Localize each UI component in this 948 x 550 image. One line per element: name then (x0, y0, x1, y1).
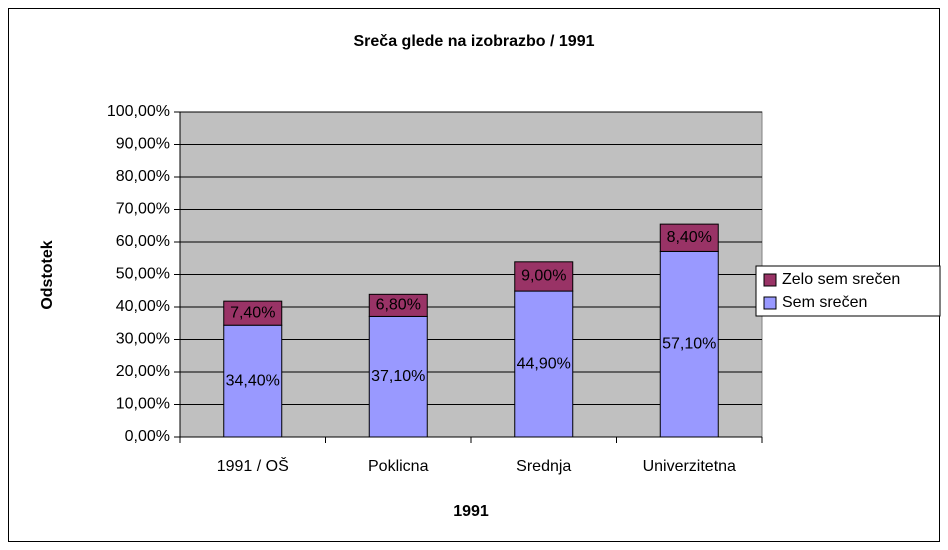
data-label: 37,10% (371, 368, 425, 385)
bar-segment (223, 324, 283, 438)
bar-segment (368, 293, 428, 317)
data-label: 34,40% (226, 372, 280, 389)
y-tick-label: 30,00% (116, 331, 170, 348)
legend-box (755, 265, 941, 317)
y-tick-label: 90,00% (116, 136, 170, 153)
x-tick-label: Univerzitetna (643, 458, 736, 475)
x-tick-label: Srednja (516, 458, 571, 475)
bar-segment (659, 223, 719, 252)
y-tick-label: 0,00% (125, 428, 170, 445)
y-tick-label: 80,00% (116, 168, 170, 185)
bar-segment (659, 250, 719, 438)
data-label: 6,80% (376, 297, 421, 314)
data-label: 9,00% (521, 268, 566, 285)
x-axis-title: 1991 (453, 503, 489, 520)
y-tick-label: 10,00% (116, 396, 170, 413)
y-tick-label: 50,00% (116, 266, 170, 283)
y-axis-title: Odstotek (39, 240, 56, 309)
bar-segment (368, 315, 428, 438)
x-tick-label: 1991 / OŠ (217, 456, 289, 475)
legend-label: Sem srečen (782, 294, 867, 311)
y-tick-label: 60,00% (116, 233, 170, 250)
data-label: 8,40% (667, 229, 712, 246)
legend-label: Zelo sem srečen (782, 271, 900, 288)
y-tick-label: 20,00% (116, 363, 170, 380)
x-tick-label: Poklicna (368, 458, 429, 475)
data-label: 44,90% (517, 355, 571, 372)
data-label: 7,40% (230, 304, 275, 321)
data-label: 57,10% (662, 335, 716, 352)
legend-swatch (763, 273, 777, 287)
bar-segment (223, 300, 283, 326)
chart-title: Sreča glede na izobrazbo / 1991 (354, 33, 595, 50)
y-tick-label: 70,00% (116, 201, 170, 218)
bar-segment (514, 261, 574, 292)
y-tick-label: 40,00% (116, 298, 170, 315)
legend-swatch (763, 296, 777, 310)
y-tick-label: 100,00% (107, 103, 170, 120)
